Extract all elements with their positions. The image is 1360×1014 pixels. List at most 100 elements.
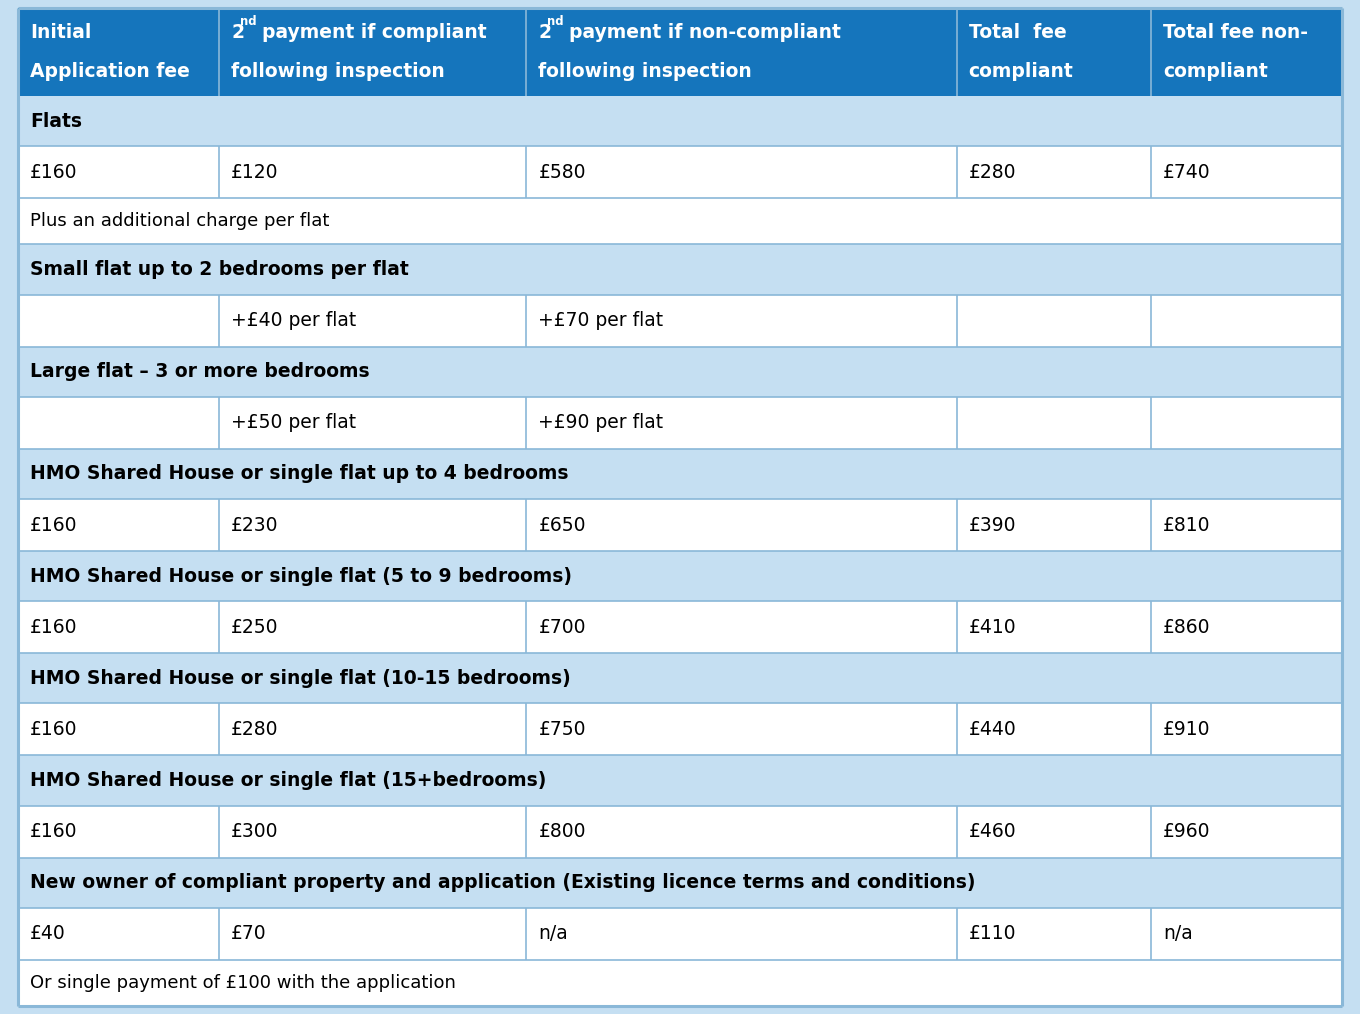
- Bar: [956, 295, 1152, 347]
- Bar: [219, 295, 526, 347]
- Text: +£70 per flat: +£70 per flat: [539, 311, 664, 331]
- Bar: [526, 8, 956, 96]
- Text: compliant: compliant: [1163, 62, 1268, 81]
- Text: Flats: Flats: [30, 112, 82, 131]
- Bar: [219, 146, 526, 199]
- Text: £390: £390: [968, 515, 1016, 534]
- Text: £580: £580: [539, 163, 586, 182]
- Text: £250: £250: [231, 618, 279, 637]
- Bar: [18, 858, 1342, 908]
- Text: Application fee: Application fee: [30, 62, 190, 81]
- Bar: [1152, 601, 1342, 653]
- Bar: [18, 601, 219, 653]
- Text: Large flat – 3 or more bedrooms: Large flat – 3 or more bedrooms: [30, 362, 370, 381]
- Text: £40: £40: [30, 925, 65, 943]
- Bar: [18, 960, 1342, 1006]
- Bar: [18, 908, 219, 960]
- Bar: [18, 396, 219, 449]
- Text: HMO Shared House or single flat (10-15 bedrooms): HMO Shared House or single flat (10-15 b…: [30, 669, 571, 687]
- Bar: [1152, 805, 1342, 858]
- Text: £910: £910: [1163, 720, 1210, 739]
- Bar: [219, 8, 526, 96]
- Bar: [1152, 704, 1342, 755]
- Text: 2: 2: [231, 23, 245, 43]
- Text: £650: £650: [539, 515, 586, 534]
- Text: New owner of compliant property and application (Existing licence terms and cond: New owner of compliant property and appl…: [30, 873, 975, 892]
- Bar: [18, 347, 1342, 396]
- Bar: [526, 146, 956, 199]
- Text: £160: £160: [30, 163, 78, 182]
- Text: £160: £160: [30, 618, 78, 637]
- Bar: [219, 499, 526, 551]
- Text: Plus an additional charge per flat: Plus an additional charge per flat: [30, 212, 329, 230]
- Bar: [18, 499, 219, 551]
- Bar: [219, 396, 526, 449]
- Bar: [526, 295, 956, 347]
- Bar: [1152, 908, 1342, 960]
- Text: £410: £410: [968, 618, 1016, 637]
- Bar: [18, 704, 219, 755]
- Bar: [956, 908, 1152, 960]
- Text: £750: £750: [539, 720, 586, 739]
- Text: nd: nd: [239, 15, 257, 27]
- Text: £860: £860: [1163, 618, 1210, 637]
- Text: £120: £120: [231, 163, 279, 182]
- Bar: [18, 8, 219, 96]
- Bar: [1152, 499, 1342, 551]
- Bar: [18, 755, 1342, 805]
- Bar: [1152, 396, 1342, 449]
- Bar: [1152, 8, 1342, 96]
- Bar: [1152, 146, 1342, 199]
- Bar: [219, 704, 526, 755]
- Text: payment if compliant: payment if compliant: [249, 23, 487, 43]
- Bar: [18, 295, 219, 347]
- Bar: [18, 244, 1342, 295]
- Text: £300: £300: [231, 822, 279, 842]
- Text: £280: £280: [968, 163, 1016, 182]
- Text: Total fee non-: Total fee non-: [1163, 23, 1308, 43]
- Bar: [956, 601, 1152, 653]
- Text: n/a: n/a: [1163, 925, 1193, 943]
- Text: £160: £160: [30, 822, 78, 842]
- Text: HMO Shared House or single flat (5 to 9 bedrooms): HMO Shared House or single flat (5 to 9 …: [30, 567, 573, 586]
- Text: 2: 2: [539, 23, 551, 43]
- Text: nd: nd: [547, 15, 564, 27]
- Text: £110: £110: [968, 925, 1016, 943]
- Bar: [18, 653, 1342, 704]
- Text: n/a: n/a: [539, 925, 568, 943]
- Bar: [526, 396, 956, 449]
- Text: compliant: compliant: [968, 62, 1073, 81]
- Bar: [526, 805, 956, 858]
- Text: following inspection: following inspection: [231, 62, 445, 81]
- Bar: [526, 908, 956, 960]
- Text: £460: £460: [968, 822, 1016, 842]
- Text: £700: £700: [539, 618, 586, 637]
- Text: +£40 per flat: +£40 per flat: [231, 311, 356, 331]
- Bar: [18, 146, 219, 199]
- Bar: [526, 499, 956, 551]
- Text: £230: £230: [231, 515, 279, 534]
- Text: Initial: Initial: [30, 23, 91, 43]
- Bar: [956, 396, 1152, 449]
- Bar: [1152, 295, 1342, 347]
- Text: £440: £440: [968, 720, 1016, 739]
- Text: £800: £800: [539, 822, 586, 842]
- Bar: [219, 805, 526, 858]
- Bar: [219, 908, 526, 960]
- Bar: [956, 499, 1152, 551]
- Text: £160: £160: [30, 515, 78, 534]
- Text: £740: £740: [1163, 163, 1210, 182]
- Text: £960: £960: [1163, 822, 1210, 842]
- Text: HMO Shared House or single flat up to 4 bedrooms: HMO Shared House or single flat up to 4 …: [30, 464, 568, 484]
- Text: Or single payment of £100 with the application: Or single payment of £100 with the appli…: [30, 974, 456, 992]
- Bar: [956, 805, 1152, 858]
- Bar: [526, 704, 956, 755]
- Text: £70: £70: [231, 925, 267, 943]
- Text: following inspection: following inspection: [539, 62, 752, 81]
- Bar: [219, 601, 526, 653]
- Bar: [18, 805, 219, 858]
- Bar: [18, 199, 1342, 244]
- Bar: [18, 96, 1342, 146]
- Bar: [526, 601, 956, 653]
- Text: £280: £280: [231, 720, 279, 739]
